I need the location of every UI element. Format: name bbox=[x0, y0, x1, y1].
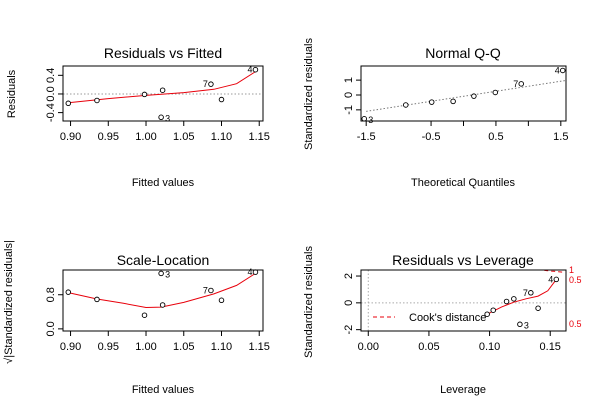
data-point bbox=[429, 100, 434, 105]
x-tick-label: 1.5 bbox=[553, 131, 568, 143]
point-label: 3 bbox=[368, 115, 373, 125]
x-tick-label: 0.15 bbox=[540, 341, 561, 353]
y-tick-label: 0.8 bbox=[45, 287, 57, 302]
x-tick-label: 0.95 bbox=[98, 131, 119, 143]
x-tick-label: 1.15 bbox=[249, 341, 270, 353]
x-tick-label: 0.00 bbox=[358, 341, 379, 353]
data-point bbox=[560, 68, 565, 73]
data-point bbox=[159, 271, 164, 276]
y-tick-label: 0.0 bbox=[45, 321, 57, 336]
y-tick-label: -1 bbox=[343, 105, 355, 115]
data-point bbox=[519, 82, 524, 87]
x-axis-label: Fitted values bbox=[132, 384, 195, 396]
y-tick-label: -2 bbox=[343, 325, 355, 335]
data-point bbox=[493, 90, 498, 95]
x-axis-label: Leverage bbox=[440, 384, 486, 396]
x-tick-label: 1.10 bbox=[211, 131, 232, 143]
data-point bbox=[160, 303, 165, 308]
point-label: 3 bbox=[165, 269, 170, 279]
x-tick-label: 1.10 bbox=[211, 341, 232, 353]
legend-label: Cook's distance bbox=[409, 312, 486, 324]
y-axis-label: √|Standardized residuals| bbox=[3, 240, 15, 364]
point-label: 4 bbox=[548, 274, 553, 284]
plot-frame bbox=[361, 66, 566, 121]
x-tick-label: 1.00 bbox=[135, 341, 156, 353]
x-tick-label: 0.5 bbox=[488, 131, 503, 143]
data-point bbox=[95, 98, 100, 103]
x-tick-label: 1.05 bbox=[173, 131, 194, 143]
point-label: 3 bbox=[524, 320, 529, 330]
panel-residuals-vs-fitted: Residuals vs Fitted Fitted values Residu… bbox=[6, 45, 270, 189]
x-tick-label: 1.05 bbox=[173, 341, 194, 353]
point-label: 4 bbox=[247, 267, 252, 277]
x-tick-label: 0.10 bbox=[479, 341, 500, 353]
x-tick-label: 1.15 bbox=[249, 131, 270, 143]
x-tick-label: 0.95 bbox=[98, 341, 119, 353]
panel-scale-location: Scale-Location Fitted values √|Standardi… bbox=[3, 240, 270, 396]
x-tick-label: -0.5 bbox=[422, 131, 441, 143]
point-label: 4 bbox=[555, 65, 560, 75]
data-point bbox=[159, 115, 164, 120]
data-point bbox=[253, 67, 258, 72]
data-point bbox=[95, 297, 100, 302]
data-point bbox=[512, 297, 517, 302]
x-tick-label: 1.00 bbox=[135, 131, 156, 143]
data-point bbox=[142, 92, 147, 97]
data-point bbox=[491, 308, 496, 313]
y-tick-label: 1 bbox=[343, 77, 355, 83]
point-label: 3 bbox=[165, 113, 170, 123]
y-tick-label: -0.4 bbox=[45, 103, 57, 122]
cooks-distance-label: 0.5 bbox=[569, 275, 582, 285]
data-point bbox=[529, 290, 534, 295]
y-tick-label: 0.0 bbox=[45, 86, 57, 101]
point-label: 7 bbox=[203, 285, 208, 295]
x-tick-label: 0.90 bbox=[60, 131, 81, 143]
y-axis-label: Residuals bbox=[6, 69, 18, 118]
data-point bbox=[142, 313, 147, 318]
point-label: 7 bbox=[203, 79, 208, 89]
cooks-distance-label: 0.5 bbox=[569, 319, 582, 329]
chart-title: Residuals vs Leverage bbox=[392, 252, 534, 268]
data-point bbox=[504, 299, 509, 304]
data-point bbox=[66, 101, 71, 106]
qq-reference-line bbox=[366, 80, 566, 111]
data-point bbox=[472, 94, 477, 99]
panel-normal-qq: Normal Q-Q Theoretical Quantiles Standar… bbox=[303, 38, 568, 189]
plot-frame bbox=[63, 270, 263, 331]
y-tick-label: 0.4 bbox=[45, 68, 57, 83]
plot-frame bbox=[63, 66, 263, 121]
data-point bbox=[66, 290, 71, 295]
x-axis-label: Theoretical Quantiles bbox=[411, 177, 515, 189]
y-tick-label: 0 bbox=[343, 300, 355, 306]
y-axis-label: Standardized residuals bbox=[303, 246, 315, 358]
y-tick-label: 2 bbox=[343, 273, 355, 279]
y-axis-label: Standardized residuals bbox=[303, 38, 315, 150]
chart-title: Normal Q-Q bbox=[425, 45, 501, 61]
data-point bbox=[219, 97, 224, 102]
chart-title: Residuals vs Fitted bbox=[104, 45, 222, 61]
data-point bbox=[518, 322, 523, 327]
data-point bbox=[209, 288, 214, 293]
y-tick-label: 0 bbox=[343, 92, 355, 98]
smoother-line bbox=[487, 279, 556, 314]
data-point bbox=[253, 270, 258, 275]
data-point bbox=[209, 82, 214, 87]
x-axis-label: Fitted values bbox=[132, 177, 195, 189]
data-point bbox=[403, 103, 408, 108]
data-point bbox=[451, 99, 456, 104]
data-point bbox=[160, 88, 165, 93]
x-tick-label: -1.5 bbox=[357, 131, 376, 143]
point-label: 7 bbox=[523, 288, 528, 298]
cooks-distance-label: 1 bbox=[569, 265, 574, 275]
data-point bbox=[536, 306, 541, 311]
x-tick-label: 0.05 bbox=[418, 341, 439, 353]
panel-residuals-vs-leverage: Residuals vs Leverage Leverage Standardi… bbox=[303, 224, 582, 396]
data-point bbox=[362, 116, 367, 121]
x-tick-label: 0.90 bbox=[60, 341, 81, 353]
data-point bbox=[554, 277, 559, 282]
data-point bbox=[219, 298, 224, 303]
chart-title: Scale-Location bbox=[117, 252, 210, 268]
point-label: 7 bbox=[513, 79, 518, 89]
